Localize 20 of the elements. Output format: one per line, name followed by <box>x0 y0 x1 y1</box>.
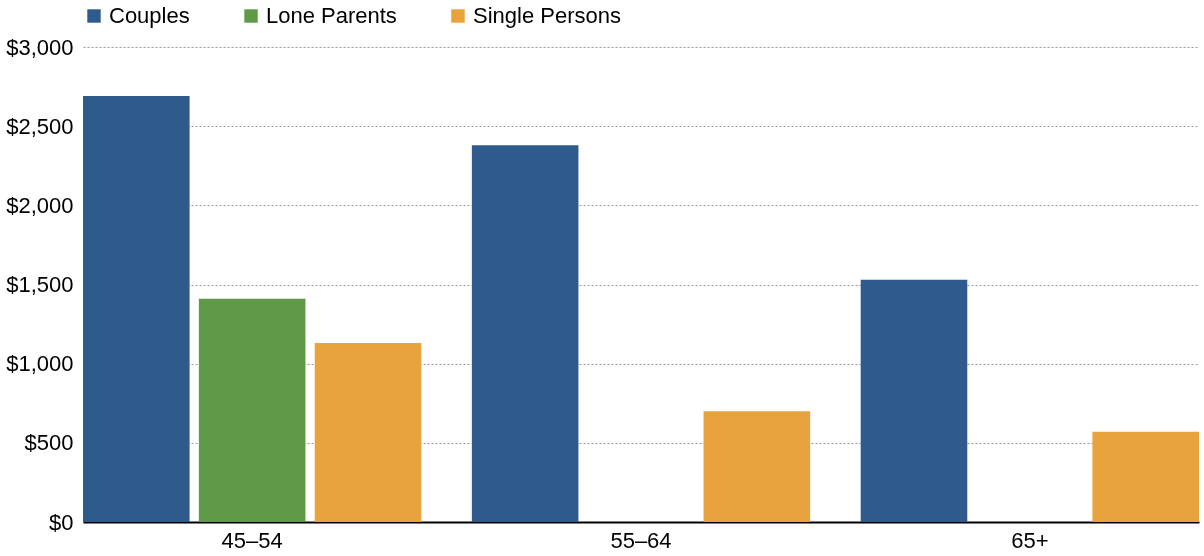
x-tick-label: 55–64 <box>610 527 672 553</box>
y-tick-label: $3,000 <box>6 34 74 60</box>
bar <box>314 343 422 522</box>
y-tick-label: $1,500 <box>6 272 74 297</box>
bar <box>1092 431 1199 522</box>
legend-label: Single Persons <box>473 3 621 28</box>
y-tick-label: $500 <box>24 430 74 456</box>
bar <box>860 279 968 522</box>
y-tick-label: $1,000 <box>6 351 74 377</box>
legend-label: Lone Parents <box>266 3 397 28</box>
y-tick-label: $0 <box>49 509 74 535</box>
y-tick-label: $2,000 <box>6 192 74 218</box>
bar <box>83 96 190 522</box>
bar <box>703 411 811 522</box>
bar <box>471 145 579 522</box>
x-tick-label: 65+ <box>1011 527 1049 553</box>
y-tick-label: $2,500 <box>6 113 74 139</box>
legend-label: Couples <box>109 3 190 28</box>
bar <box>198 298 306 522</box>
x-tick-label: 45–54 <box>221 527 283 553</box>
